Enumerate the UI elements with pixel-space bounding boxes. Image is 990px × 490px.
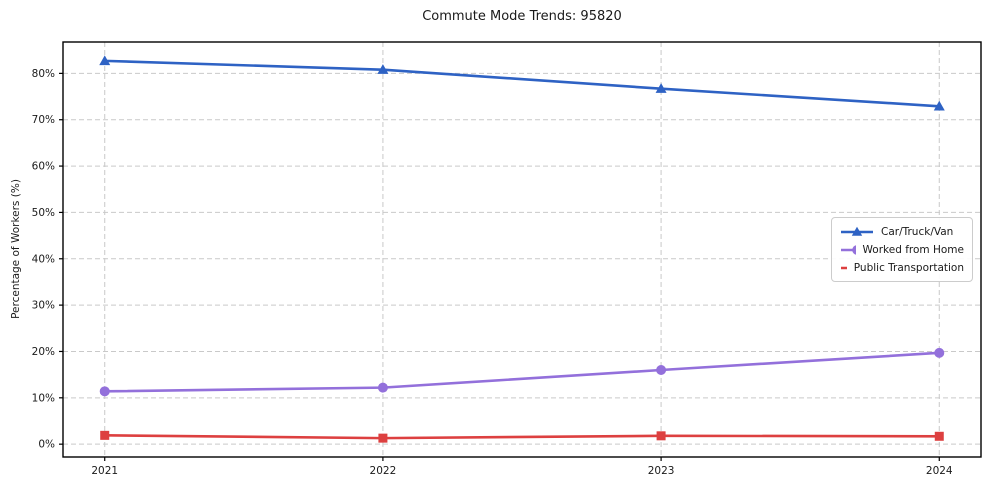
y-tick-label-50: 50% (32, 207, 55, 219)
legend-item-public-transportation: Public Transportation (840, 260, 964, 275)
legend: Car/Truck/Van Worked from Home Public Tran… (831, 217, 973, 282)
marker-public-transportation-2021 (100, 430, 110, 440)
x-tick-label-2024: 2024 (926, 465, 953, 477)
y-tick-label-70: 70% (32, 114, 55, 126)
plot-border (62, 41, 982, 458)
marker-worked-from-home-2024 (934, 347, 945, 358)
series-line-public-transportation (103, 434, 941, 440)
y-tick-label-20: 20% (32, 346, 55, 358)
legend-marker-icon-worked-from-home (841, 244, 856, 255)
y-tick-label-60: 60% (32, 161, 55, 173)
y-tick-label-80: 80% (32, 68, 55, 80)
x-tick-label-2023: 2023 (648, 465, 675, 477)
legend-label-car-truck-van: Car/Truck/Van (881, 225, 954, 238)
series-line-worked-from-home (103, 351, 941, 393)
marker-public-transportation-2022 (378, 433, 388, 443)
marker-car-truck-van-2023 (655, 83, 667, 93)
x-tick-label-2021: 2021 (91, 465, 118, 477)
marker-car-truck-van-2022 (377, 64, 389, 74)
y-tick-label-10: 10% (32, 392, 55, 404)
marker-worked-from-home-2023 (656, 365, 667, 376)
marker-worked-from-home-2022 (377, 382, 388, 393)
series-line-car-truck-van (103, 59, 941, 108)
y-tick-label-0: 0% (38, 439, 55, 451)
legend-marker-icon-car-truck-van (841, 226, 873, 236)
marker-worked-from-home-2021 (99, 386, 110, 397)
legend-item-car-truck-van: Car/Truck/Van (840, 224, 964, 239)
legend-item-worked-from-home: Worked from Home (840, 242, 964, 257)
x-tick-label-2022: 2022 (370, 465, 397, 477)
legend-label-public-transportation: Public Transportation (853, 261, 964, 274)
chart-title: Commute Mode Trends: 95820 (422, 9, 622, 24)
marker-car-truck-van-2024 (933, 100, 945, 111)
marker-car-truck-van-2021 (99, 55, 111, 66)
legend-marker-icon-public-transportation (841, 266, 847, 269)
marker-public-transportation-2024 (934, 431, 944, 441)
y-tick-label-40: 40% (32, 253, 55, 265)
marker-public-transportation-2023 (656, 431, 666, 441)
y-tick-label-30: 30% (32, 300, 55, 312)
legend-label-worked-from-home: Worked from Home (862, 243, 964, 256)
